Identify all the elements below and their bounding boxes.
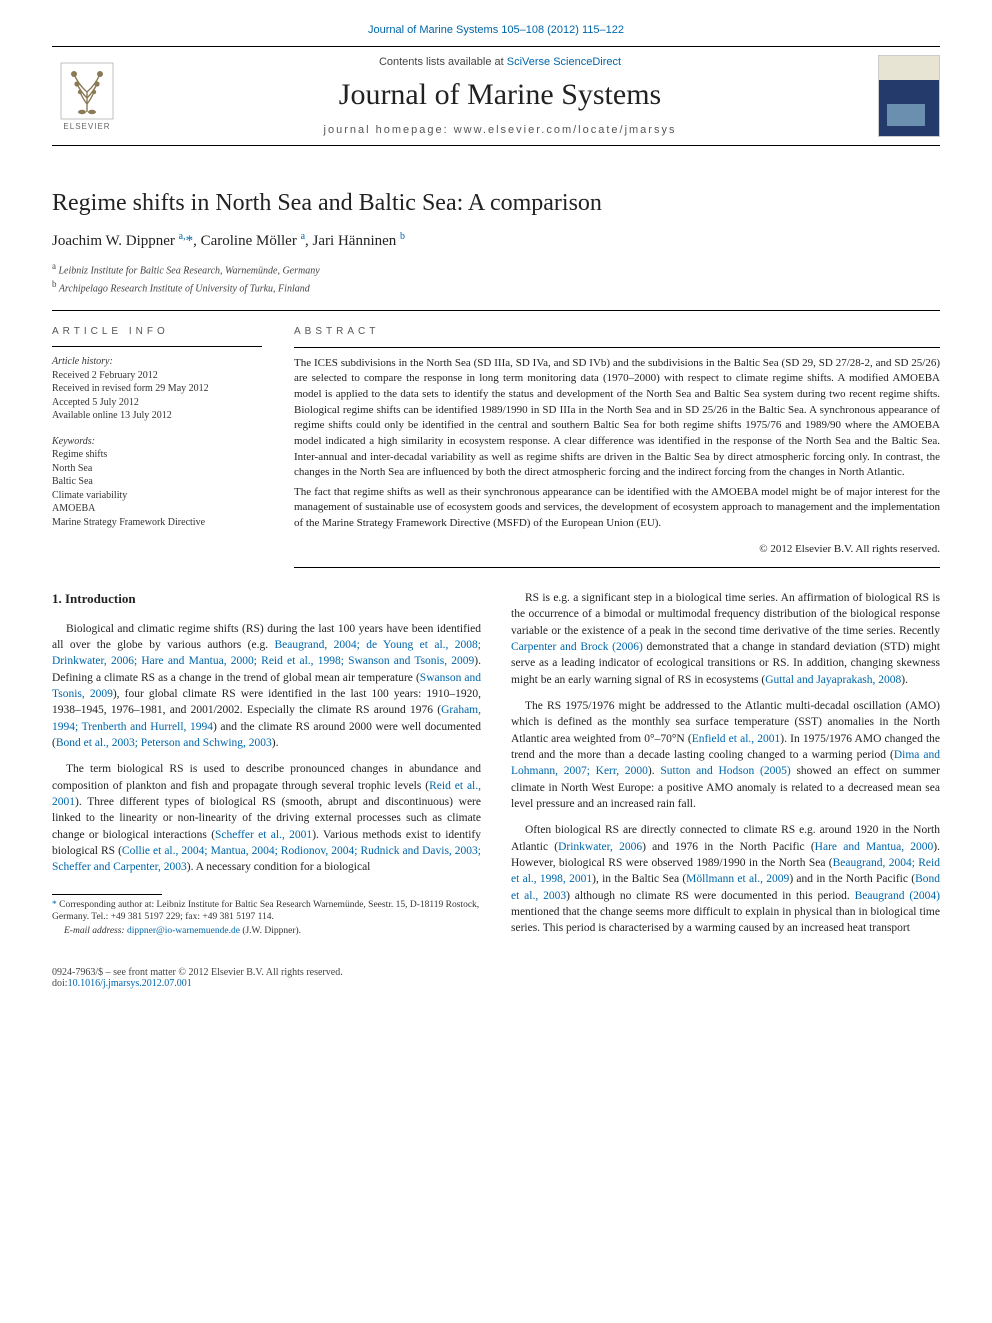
author-1-aff-link[interactable]: a, <box>179 231 186 242</box>
page-footer: 0924-7963/$ – see front matter © 2012 El… <box>52 967 940 989</box>
footer-doi-line: doi:10.1016/j.jmarsys.2012.07.001 <box>52 978 343 989</box>
info-top-rule <box>52 310 940 311</box>
corr-email-link[interactable]: dippner@io-warnemuende.de <box>127 926 240 936</box>
citation-link[interactable]: Möllmann et al., 2009 <box>686 873 789 885</box>
email-label: E-mail address: <box>64 926 127 936</box>
running-head-link[interactable]: Journal of Marine Systems 105–108 (2012)… <box>368 24 624 36</box>
citation-link[interactable]: Carpenter and Brock (2006) <box>511 641 643 653</box>
author-list: Joachim W. Dippner a,*, Caroline Möller … <box>52 231 940 250</box>
journal-cover-thumbnail <box>878 55 940 137</box>
abstract-p1: The ICES subdivisions in the North Sea (… <box>294 356 940 481</box>
affiliation-b: b Archipelago Research Institute of Univ… <box>52 278 940 296</box>
abstract-copyright: © 2012 Elsevier B.V. All rights reserved… <box>294 542 940 558</box>
author-3-name: Jari Hänninen <box>313 233 400 249</box>
keyword: North Sea <box>52 462 262 476</box>
abstract-heading: ABSTRACT <box>294 325 940 339</box>
article-info: ARTICLE INFO Article history: Received 2… <box>52 325 262 569</box>
corresponding-author-link[interactable]: * <box>186 233 194 249</box>
history-label: Article history: <box>52 355 262 369</box>
doi-link[interactable]: 10.1016/j.jmarsys.2012.07.001 <box>68 978 192 989</box>
abstract-rule <box>294 347 940 348</box>
corr-email-line: E-mail address: dippner@io-warnemuende.d… <box>52 925 481 937</box>
citation-link[interactable]: Sutton and Hodson (2005) <box>660 765 790 777</box>
intro-p4: The RS 1975/1976 might be addressed to t… <box>511 698 940 812</box>
citation-link[interactable]: Beaugrand (2004) <box>855 890 940 902</box>
keywords-label: Keywords: <box>52 435 262 449</box>
citation-link[interactable]: Bond et al., 2003; Peterson and Schwing,… <box>56 737 272 749</box>
contents-prefix: Contents lists available at <box>379 56 507 68</box>
sciencedirect-link[interactable]: SciVerse ScienceDirect <box>507 56 621 68</box>
publisher-wordmark: ELSEVIER <box>63 122 110 131</box>
intro-p2: The term biological RS is used to descri… <box>52 761 481 875</box>
affiliations: a Leibniz Institute for Baltic Sea Resea… <box>52 260 940 296</box>
abstract-p2: The fact that regime shifts as well as t… <box>294 485 940 532</box>
footer-left: 0924-7963/$ – see front matter © 2012 El… <box>52 967 343 989</box>
abstract: ABSTRACT The ICES subdivisions in the No… <box>294 325 940 569</box>
body-columns: 1. Introduction Biological and climatic … <box>52 590 940 947</box>
keyword: Climate variability <box>52 489 262 503</box>
citation-link[interactable]: Enfield et al., 2001 <box>692 733 781 745</box>
author-sep-1: , <box>193 233 201 249</box>
history-online: Available online 13 July 2012 <box>52 409 262 423</box>
footer-issn-line: 0924-7963/$ – see front matter © 2012 El… <box>52 967 343 978</box>
intro-p3: RS is e.g. a significant step in a biolo… <box>511 590 940 688</box>
abstract-bottom-rule <box>294 567 940 568</box>
intro-p5: Often biological RS are directly connect… <box>511 822 940 936</box>
keyword: Regime shifts <box>52 448 262 462</box>
article-info-rule <box>52 346 262 347</box>
author-2-name: Caroline Möller <box>201 233 301 249</box>
article-info-heading: ARTICLE INFO <box>52 325 262 339</box>
info-abstract-row: ARTICLE INFO Article history: Received 2… <box>52 325 940 569</box>
banner-center: Contents lists available at SciVerse Sci… <box>122 56 878 136</box>
history-received: Received 2 February 2012 <box>52 369 262 383</box>
elsevier-tree-icon <box>60 62 114 120</box>
publisher-logo: ELSEVIER <box>52 56 122 136</box>
intro-p1: Biological and climatic regime shifts (R… <box>52 621 481 752</box>
history-revised: Received in revised form 29 May 2012 <box>52 382 262 396</box>
history-accepted: Accepted 5 July 2012 <box>52 396 262 410</box>
contents-lists-line: Contents lists available at SciVerse Sci… <box>132 56 868 68</box>
journal-name: Journal of Marine Systems <box>132 78 868 112</box>
keyword: Baltic Sea <box>52 475 262 489</box>
citation-link[interactable]: Hare and Mantua, 2000 <box>815 841 934 853</box>
section-1-heading: 1. Introduction <box>52 590 481 608</box>
corresponding-author-note: * Corresponding author at: Leibniz Insti… <box>52 899 481 924</box>
keyword: AMOEBA <box>52 502 262 516</box>
author-sep-2: , <box>305 233 313 249</box>
author-1-name: Joachim W. Dippner <box>52 233 179 249</box>
journal-homepage: journal homepage: www.elsevier.com/locat… <box>132 124 868 136</box>
keyword: Marine Strategy Framework Directive <box>52 516 262 530</box>
running-head: Journal of Marine Systems 105–108 (2012)… <box>52 24 940 36</box>
corr-note-rule <box>52 894 162 895</box>
author-3-aff-link[interactable]: b <box>400 231 405 242</box>
citation-link[interactable]: Guttal and Jayaprakash, 2008 <box>765 674 901 686</box>
affiliation-a: a Leibniz Institute for Baltic Sea Resea… <box>52 260 940 278</box>
citation-link[interactable]: Scheffer et al., 2001 <box>215 829 312 841</box>
citation-link[interactable]: Drinkwater, 2006 <box>558 841 642 853</box>
journal-banner: ELSEVIER Contents lists available at Sci… <box>52 47 940 146</box>
article-title: Regime shifts in North Sea and Baltic Se… <box>52 190 940 217</box>
